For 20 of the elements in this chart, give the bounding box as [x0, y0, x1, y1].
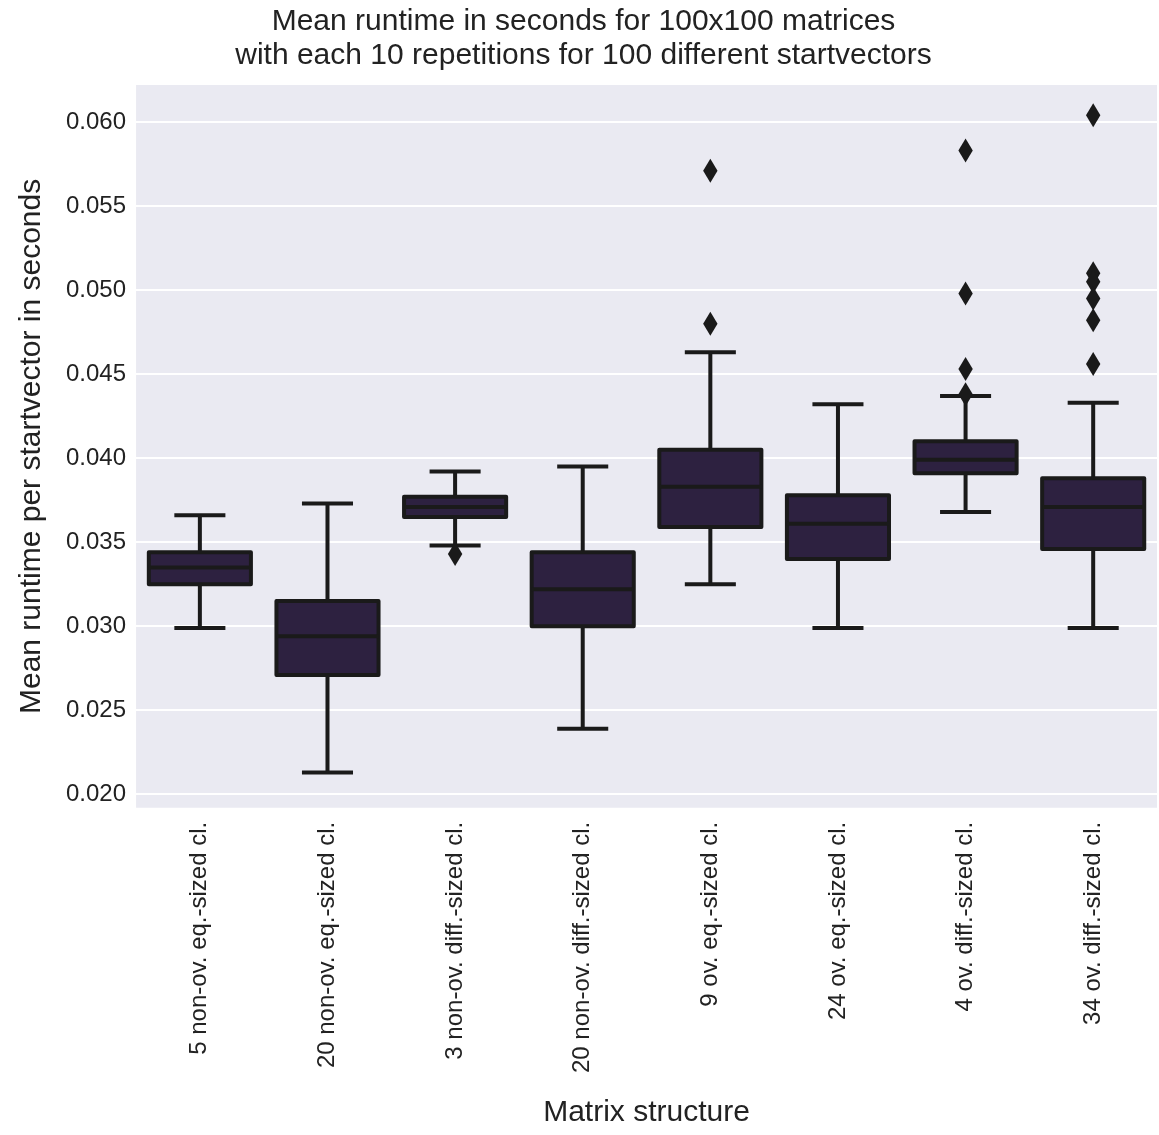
x-tick-label: 4 ov. diff.-sized cl.	[950, 821, 978, 1012]
x-tick-label: 34 ov. diff.-sized cl.	[1077, 821, 1105, 1025]
x-tick-label: 24 ov. eq.-sized cl.	[822, 821, 850, 1021]
chart-title: Mean runtime in seconds for 100x100 matrices with each 10 repetitions for 100 different startvectors	[234, 2, 932, 71]
y-tick-label: 0.050	[66, 274, 127, 302]
y-tick-label: 0.020	[66, 778, 127, 806]
x-tick-label: 20 non-ov. diff.-sized cl.	[567, 821, 595, 1074]
y-tick-label: 0.030	[66, 610, 127, 638]
y-tick-label: 0.025	[66, 694, 127, 722]
x-tick-label: 5 non-ov. eq.-sized cl.	[184, 821, 212, 1055]
y-axis-title: Mean runtime per startvector in seconds	[13, 178, 47, 715]
y-tick-label: 0.045	[66, 358, 127, 386]
y-tick-label: 0.040	[66, 442, 127, 470]
x-tick-label: 20 non-ov. eq.-sized cl.	[312, 821, 340, 1069]
y-tick-label: 0.035	[66, 526, 127, 554]
x-axis-title: Matrix structure	[543, 1094, 750, 1128]
y-tick-label: 0.060	[66, 106, 127, 134]
y-tick-label: 0.055	[66, 190, 127, 218]
x-tick-label: 3 non-ov. diff.-sized cl.	[439, 821, 467, 1060]
x-tick-label: 9 ov. eq.-sized cl.	[694, 821, 722, 1007]
